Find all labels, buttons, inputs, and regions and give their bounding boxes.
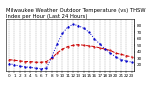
- Text: Milwaukee Weather Outdoor Temperature (vs) THSW Index per Hour (Last 24 Hours): Milwaukee Weather Outdoor Temperature (v…: [6, 8, 146, 19]
